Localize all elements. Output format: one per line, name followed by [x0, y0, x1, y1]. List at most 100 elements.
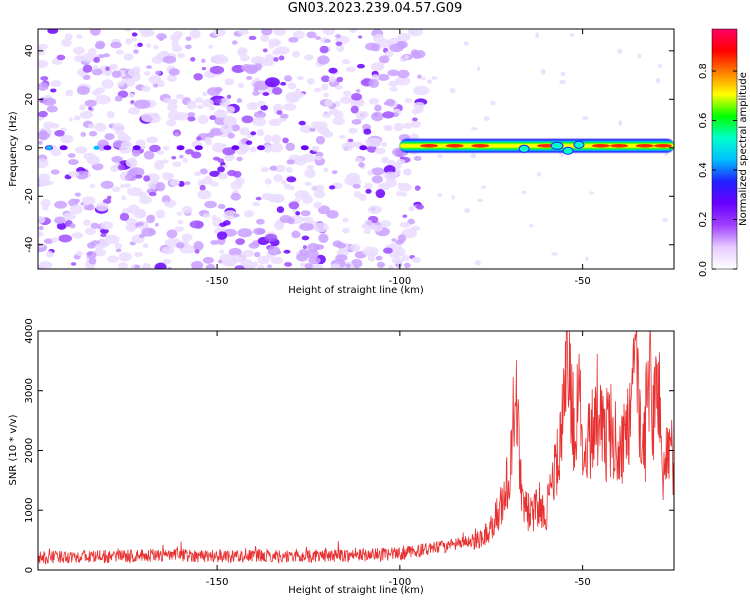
heatmap-cell — [398, 183, 412, 192]
heatmap-cell — [155, 209, 166, 219]
heatmap-cell — [156, 150, 164, 155]
heatmap-cell — [384, 50, 394, 58]
spectrogram-x-tick-label: -150 — [206, 276, 229, 287]
heatmap-cell — [167, 102, 178, 112]
heatmap-cell — [141, 262, 152, 269]
heatmap-cell — [50, 169, 60, 175]
heatmap-cell — [45, 250, 54, 258]
heatmap-cell — [341, 142, 354, 151]
heatmap-cell — [374, 147, 386, 155]
heatmap-cell — [336, 76, 344, 83]
heatmap-cell — [119, 212, 130, 221]
heatmap-cell — [306, 31, 317, 39]
heatmap-cell — [283, 103, 297, 111]
heatmap-cell — [83, 199, 90, 206]
heatmap-carrier-dot — [103, 145, 112, 151]
heatmap-cell — [187, 112, 196, 117]
heatmap-cell — [255, 196, 262, 201]
heatmap-cell — [559, 151, 565, 157]
heatmap-cell — [104, 70, 112, 77]
heatmap-cell — [216, 231, 228, 240]
heatmap-cell — [104, 133, 115, 141]
heatmap-cell — [270, 256, 283, 265]
heatmap-cell — [402, 192, 407, 197]
heatmap-cell — [212, 29, 226, 37]
heatmap-cell — [260, 166, 269, 173]
heatmap-cell — [381, 141, 388, 148]
heatmap-cell — [253, 227, 266, 235]
heatmap-cell — [43, 121, 55, 129]
heatmap-cell — [210, 181, 219, 187]
heatmap-cell — [120, 141, 133, 148]
heatmap-cell — [264, 147, 271, 153]
heatmap-cell — [128, 93, 135, 99]
heatmap-cell — [272, 49, 280, 56]
heatmap-cell — [204, 200, 217, 209]
heatmap-cell — [202, 98, 214, 108]
heatmap-cell — [177, 219, 184, 225]
heatmap-cell — [286, 159, 295, 165]
spectrogram-y-tick-label: -40 — [24, 237, 35, 253]
heatmap-cell — [114, 242, 123, 249]
heatmap-cell — [151, 56, 164, 64]
heatmap-cell — [287, 217, 295, 225]
spectrogram-x-tick-label: -100 — [389, 276, 412, 287]
heatmap-cell — [214, 98, 222, 104]
heatmap-cell — [182, 158, 188, 164]
heatmap-cell — [245, 140, 253, 146]
heatmap-cell — [124, 174, 138, 181]
heatmap-cell — [131, 149, 141, 157]
heatmap-cell — [246, 102, 259, 110]
heatmap-cell — [74, 198, 80, 203]
heatmap-cell — [363, 228, 372, 235]
heatmap-cell — [153, 160, 165, 171]
heatmap-cell — [414, 50, 426, 59]
heatmap-cell — [54, 129, 65, 137]
heatmap-cell — [350, 93, 363, 101]
heatmap-cell — [540, 68, 546, 75]
heatmap-cell — [295, 211, 301, 216]
heatmap-cell — [375, 189, 386, 199]
heatmap-cell — [328, 185, 336, 190]
heatmap-cell — [257, 255, 270, 265]
heatmap-cell — [280, 113, 289, 119]
heatmap-carrier-peak — [610, 143, 629, 148]
heatmap-cell — [146, 65, 152, 69]
heatmap-cell — [206, 140, 213, 146]
heatmap-cell — [69, 223, 76, 229]
heatmap-cell — [377, 73, 390, 81]
heatmap-cell — [407, 29, 418, 33]
heatmap-cell — [226, 94, 232, 99]
heatmap-cell — [38, 158, 49, 169]
heatmap-cell — [130, 100, 135, 104]
heatmap-cell — [70, 262, 77, 266]
heatmap-cell — [189, 29, 201, 39]
heatmap-cell — [227, 169, 237, 177]
heatmap-cell — [115, 248, 122, 253]
heatmap-carrier-dot — [45, 145, 52, 150]
heatmap-cell — [202, 256, 215, 264]
heatmap-cell — [90, 222, 99, 230]
heatmap-cell — [230, 192, 242, 201]
heatmap-cell — [93, 248, 106, 257]
heatmap-cell — [330, 263, 341, 269]
heatmap-cell — [90, 29, 101, 36]
heatmap-cell — [252, 117, 267, 127]
heatmap-cell — [321, 75, 330, 83]
heatmap-cell — [299, 124, 313, 134]
heatmap-cell — [411, 256, 422, 263]
heatmap-carrier-wiggle — [562, 146, 574, 155]
heatmap-cell — [267, 264, 273, 269]
heatmap-carrier-peak — [654, 143, 673, 148]
heatmap-cell — [176, 211, 183, 216]
heatmap-cell — [383, 171, 398, 180]
heatmap-cell — [360, 111, 369, 118]
snr-y-tick-label: 2000 — [24, 438, 35, 463]
heatmap-cell — [377, 38, 392, 48]
heatmap-cell — [490, 100, 496, 106]
heatmap-cell — [166, 119, 177, 127]
heatmap-cell — [193, 171, 202, 177]
heatmap-cell — [420, 76, 426, 81]
heatmap-carrier-dot — [132, 145, 141, 151]
snr-x-tick-label: -150 — [206, 577, 229, 588]
